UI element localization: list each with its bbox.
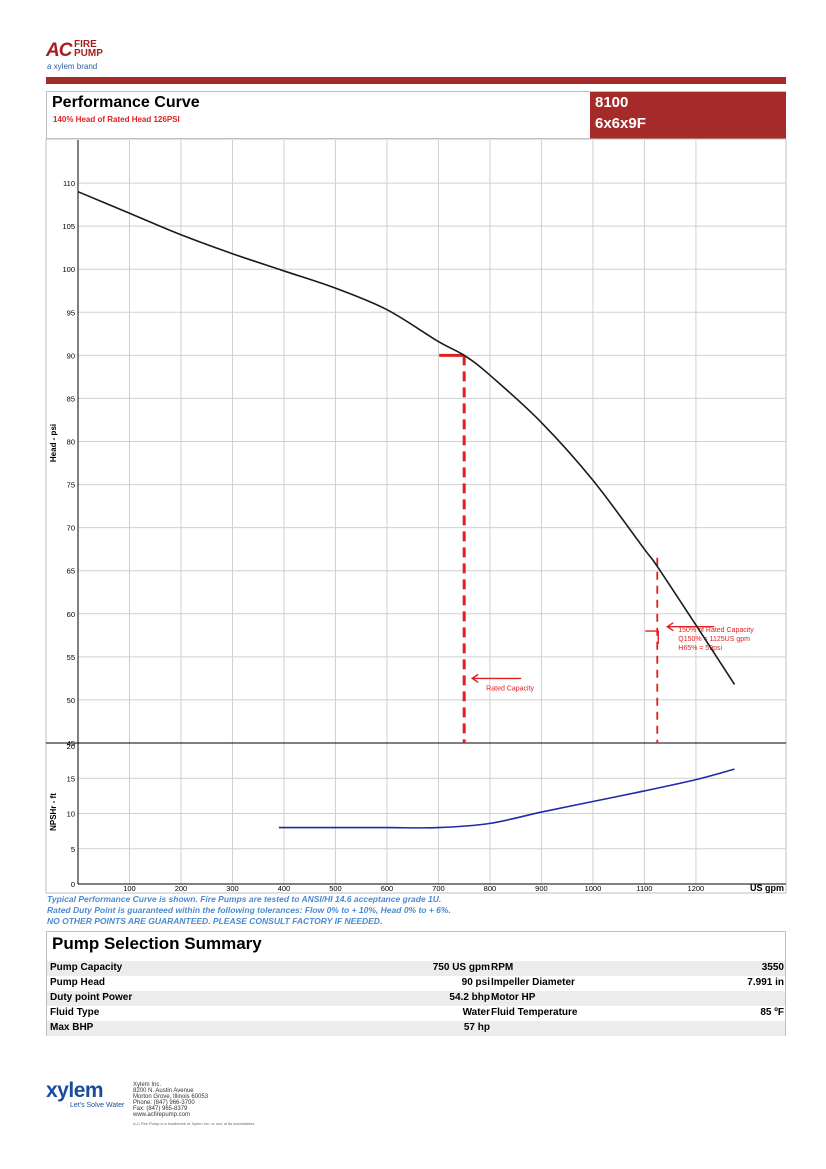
npsh-curve-line: [278, 768, 735, 829]
y-tick-label-head: 60: [67, 610, 75, 619]
model-number: 8100: [595, 94, 629, 111]
y-tick-label-head: 100: [62, 265, 75, 274]
summary-value: 3550: [761, 962, 784, 973]
model-badge: [590, 92, 786, 139]
summary-value: 85 ºF: [760, 1007, 784, 1018]
summary-label: Fluid Temperature: [491, 1007, 578, 1018]
top-divider: [46, 77, 786, 84]
y-tick-label-npsh: 10: [67, 810, 75, 819]
y-tick-label-head: 95: [67, 308, 75, 317]
x-tick-label: 900: [535, 884, 548, 893]
chart-frame: [45, 138, 787, 894]
y-tick-label-head: 70: [67, 524, 75, 533]
footer-address-line: Xylem Inc.: [133, 1082, 162, 1088]
note-line-3: NO OTHER POINTS ARE GUARANTEED. PLEASE C…: [47, 916, 383, 926]
q150-arrow: [666, 622, 715, 632]
summary-value: Water: [462, 1007, 490, 1018]
x-tick-label: 500: [329, 884, 342, 893]
x-tick-label: 400: [278, 884, 291, 893]
brand-logo-mark: AC: [46, 40, 72, 61]
brand-name-line1: FIRE: [74, 39, 97, 50]
summary-row: Max BHP 57 hp: [47, 1021, 785, 1036]
y-tick-label-head: 105: [62, 222, 75, 231]
chart-grid: [78, 140, 786, 884]
y-tick-label-head: 65: [67, 567, 75, 576]
y-tick-label-npsh: 20: [67, 742, 75, 751]
x-tick-label: 200: [175, 884, 188, 893]
chart-series: [77, 190, 736, 829]
summary-row: Pump Capacity 750 US gpm RPM 3550: [47, 961, 785, 976]
footer-logo: xylem: [46, 1079, 104, 1102]
summary-label: Motor HP: [491, 992, 536, 1003]
summary-row: Duty point Power 54.2 bhp Motor HP: [47, 991, 785, 1006]
page-subtitle: 140% Head of Rated Head 126PSI: [53, 115, 180, 124]
footer-address-line: Fax: (847) 965-8379: [133, 1106, 188, 1112]
x-tick-label: 1200: [688, 884, 705, 893]
x-tick-label: 700: [432, 884, 445, 893]
y-tick-label-head: 50: [67, 696, 75, 705]
q150-bracket: [645, 630, 659, 644]
model-size: 6x6x9F: [595, 115, 646, 132]
summary-value: 57 hp: [463, 1022, 490, 1033]
y-tick-label-head: 110: [63, 179, 75, 188]
footer-address-line: www.acfirepump.com: [133, 1112, 191, 1118]
y-axis-label-head: Head - psi: [49, 424, 58, 462]
rated-capacity-arrow: [470, 673, 522, 683]
y-tick-label-head: 75: [67, 481, 75, 490]
summary-label: Impeller Diameter: [491, 977, 575, 988]
note-line-2: Rated Duty Point is guaranteed within th…: [47, 905, 451, 915]
brand-tagline: a xylem brand: [47, 62, 98, 71]
summary-label: Pump Head: [50, 977, 106, 988]
x-tick-label: 1100: [636, 884, 652, 893]
chart-tick-labels: 100 200 300 400 500 600 700 800 900 1000 1100 12004…: [62, 179, 704, 893]
footer-legal: A-C Fire Pump is a trademark of Xylem In…: [133, 1121, 255, 1126]
brand-name-line2: PUMP: [74, 48, 103, 59]
summary-row: Pump Head 90 psi Impeller Diameter 7.991 in: [47, 976, 785, 991]
page-title: Performance Curve: [52, 94, 200, 111]
footer-tagline: Let's Solve Water: [70, 1102, 125, 1109]
x-tick-label: 800: [484, 884, 497, 893]
summary-value: 54.2 bhp: [449, 992, 490, 1003]
x-tick-label: 100: [123, 884, 136, 893]
y-tick-label-head: 85: [67, 394, 75, 403]
chart-annotations: Rated Capacity 150% of Rated Capacity Q150…: [439, 353, 754, 743]
y-tick-label-head: 90: [67, 351, 75, 360]
y-tick-label-npsh: 15: [67, 774, 75, 783]
head-curve-line: [77, 190, 736, 685]
q150-label: 150% of Rated Capacity: [678, 627, 754, 634]
rated-capacity-label: Rated Capacity: [486, 685, 534, 692]
summary-value: 7.991 in: [747, 977, 784, 988]
chart-axes: [46, 140, 786, 885]
y-tick-label-head: 55: [67, 653, 75, 662]
summary-label: Duty point Power: [50, 992, 133, 1003]
q150-label: Q150% = 1125US gpm: [678, 636, 750, 643]
x-tick-label: 300: [226, 884, 239, 893]
summary-label: RPM: [491, 962, 514, 973]
y-axis-label-npsh: NPSHr - ft: [49, 793, 58, 831]
summary-label: Max BHP: [50, 1022, 94, 1033]
footer-address-line: Morton Grove, Illinois 60053: [133, 1094, 209, 1100]
x-axis-label: US gpm: [750, 883, 784, 893]
brand-logo-name: FIRE PUMP: [74, 39, 103, 59]
footer-address-line: Phone: (847) 966-3700: [133, 1100, 195, 1106]
x-tick-label: 600: [381, 884, 394, 893]
q150-label: H65% = 59psi: [678, 645, 722, 652]
summary-value: 750 US gpm: [432, 962, 490, 973]
y-tick-label-head: 80: [67, 438, 75, 447]
y-tick-label-npsh: 0: [71, 880, 75, 889]
y-tick-label-head: 45: [67, 739, 75, 748]
summary-row: Fluid Type Water Fluid Temperature 85 ºF: [47, 1006, 785, 1021]
performance-chart: 100 200 300 400 500 600 700 800 900 1000 1100 12004…: [45, 138, 787, 894]
y-tick-label-npsh: 5: [71, 845, 75, 854]
summary-value: 90 psi: [461, 977, 490, 988]
summary-label: Pump Capacity: [50, 962, 123, 973]
footer-address-line: 8200 N. Austin Avenue: [133, 1088, 194, 1094]
note-line-1: Typical Performance Curve is shown. Fire…: [47, 894, 442, 904]
summary-label: Fluid Type: [50, 1007, 100, 1018]
summary-title: Pump Selection Summary: [52, 934, 262, 953]
x-tick-label: 1000: [585, 884, 602, 893]
